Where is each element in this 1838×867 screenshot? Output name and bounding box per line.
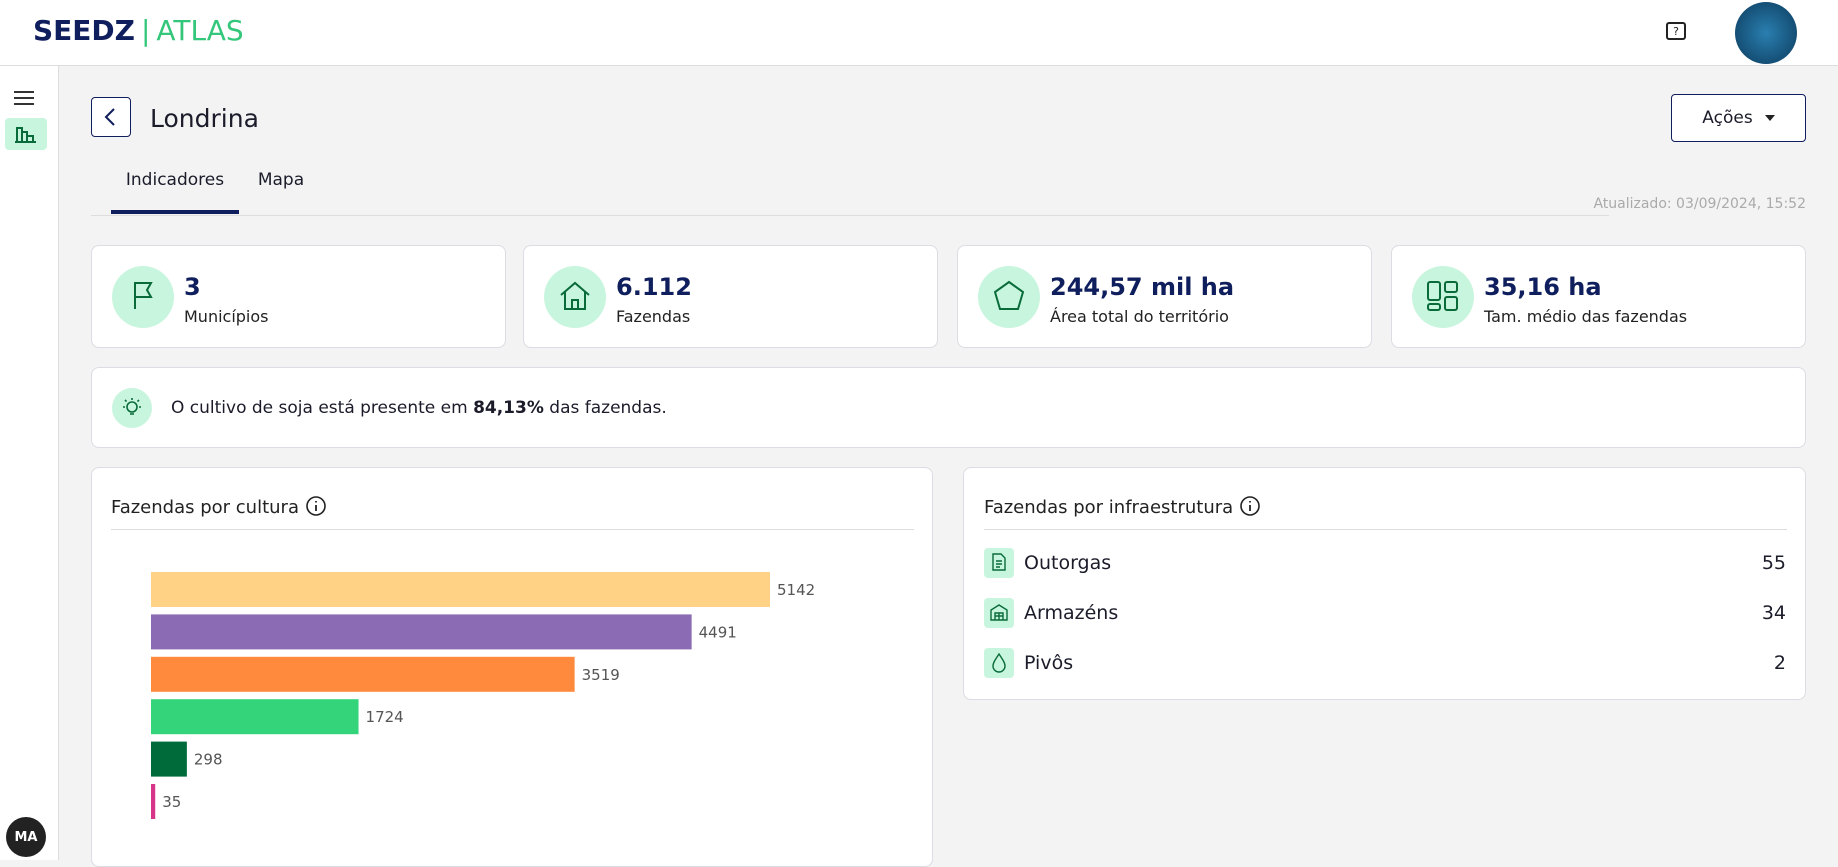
stat-icon	[978, 266, 1040, 328]
value-label: 4491	[699, 623, 737, 641]
tab[interactable]: Mapa	[257, 170, 305, 190]
bar	[151, 699, 359, 735]
infra-title-text: Fazendas por infraestrutura	[984, 497, 1234, 518]
updated: Atualizado: 03/09/2024, 15:52	[1593, 196, 1806, 212]
insight-text: O cultivo de soja está presente em 84,13…	[171, 398, 667, 418]
page-title: Londrina	[150, 104, 259, 133]
svg-text:?: ?	[1673, 25, 1679, 38]
bulb-icon	[112, 388, 152, 428]
product: ATLAS	[156, 14, 244, 47]
insight-card: O cultivo de soja está presente em 84,13…	[91, 367, 1806, 448]
info-icon[interactable]	[305, 495, 327, 517]
stat-card: 6.112 Fazendas	[523, 245, 938, 348]
infra-value: 55	[1761, 552, 1786, 574]
infra-name: Outorgas	[1024, 552, 1112, 574]
header: SEEDZ | ATLAS ?	[0, 0, 1838, 66]
stat-label: Municípios	[184, 307, 269, 326]
infra-card: Fazendas por infraestrutura Outorgas 55 Ar…	[963, 467, 1806, 700]
stat-value: 6.112	[616, 273, 692, 301]
insight-before: O cultivo de soja está presente em	[171, 398, 468, 418]
chart-title: Fazendas por cultura	[111, 495, 327, 518]
tab-underline	[111, 210, 239, 214]
info-icon[interactable]	[1239, 495, 1261, 517]
actions-label: Ações	[1702, 108, 1753, 128]
back-button[interactable]	[91, 97, 131, 137]
stat-value: 3	[184, 273, 201, 301]
stat-card: 3 Municípios	[91, 245, 506, 348]
nav-indicators[interactable]	[5, 118, 47, 150]
stat-card: 244,57 mil ha Área total do território	[957, 245, 1372, 348]
infra-name: Pivôs	[1024, 652, 1074, 674]
stat-value: 35,16 ha	[1484, 273, 1602, 301]
insight-bold: 84,13%	[473, 398, 544, 418]
stat-label: Tam. médio das fazendas	[1484, 307, 1688, 326]
value-label: 35	[162, 793, 181, 811]
avatar[interactable]: MA	[6, 817, 46, 857]
infra-name: Armazéns	[1024, 602, 1119, 624]
value-label: 3519	[582, 666, 620, 684]
brand: SEEDZ	[33, 14, 135, 47]
insight-after: das fazendas.	[549, 398, 667, 418]
tab-divider	[91, 215, 1609, 216]
bar	[151, 572, 770, 607]
stat-icon	[544, 266, 606, 328]
bar	[151, 784, 156, 819]
bar-chart: 5142 4491 3519 1724 298 35	[151, 572, 815, 819]
menu-icon[interactable]	[14, 90, 34, 106]
stat-icon	[1412, 266, 1474, 328]
chart-title-text: Fazendas por cultura	[111, 497, 299, 518]
logo[interactable]: SEEDZ | ATLAS	[33, 14, 244, 47]
bar	[151, 614, 692, 650]
stat-icon	[112, 266, 174, 328]
infra-icon	[984, 598, 1014, 628]
stat-label: Fazendas	[616, 307, 691, 326]
divider	[111, 529, 914, 530]
value-label: 1724	[366, 708, 404, 726]
stat-value: 244,57 mil ha	[1050, 273, 1235, 301]
user-photo[interactable]	[1735, 2, 1797, 64]
value-label: 298	[194, 751, 223, 769]
divider	[984, 529, 1787, 530]
tab[interactable]: Indicadores	[125, 170, 225, 190]
infra-icon	[984, 648, 1014, 678]
sidebar: MA	[0, 66, 59, 860]
bar	[151, 656, 575, 692]
infra-icon	[984, 548, 1014, 578]
bar	[151, 741, 187, 777]
help-icon[interactable]: ?	[1665, 21, 1687, 43]
value-label: 5142	[777, 581, 815, 599]
infra-title: Fazendas por infraestrutura	[984, 495, 1261, 518]
infra-value: 2	[1773, 652, 1786, 674]
infra-value: 34	[1761, 602, 1786, 624]
stat-label: Área total do território	[1050, 307, 1229, 326]
stat-card: 35,16 ha Tam. médio das fazendas	[1391, 245, 1806, 348]
chart-card: Fazendas por cultura 5142 4491 3519 1724 298…	[91, 467, 933, 867]
actions-button[interactable]: Ações	[1671, 94, 1806, 142]
